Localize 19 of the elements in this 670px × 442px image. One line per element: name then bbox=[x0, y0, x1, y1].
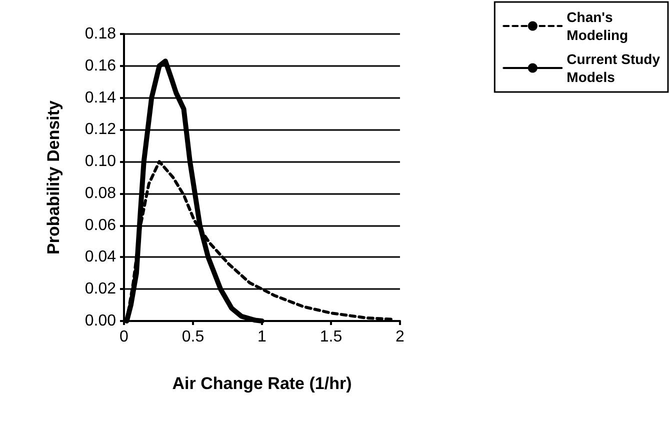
y-tick-label: 0.06 bbox=[84, 216, 116, 234]
y-tick-label: 0.16 bbox=[84, 57, 116, 74]
x-tick-label: 1.5 bbox=[320, 328, 342, 346]
y-tick-label: 0.18 bbox=[84, 26, 116, 42]
legend-label: Current Study Models bbox=[566, 51, 660, 85]
y-tick-label: 0.10 bbox=[84, 153, 116, 170]
y-tick-label: 0.04 bbox=[84, 248, 116, 266]
y-tick-label: 0.14 bbox=[84, 89, 116, 106]
x-tick-label: 2 bbox=[396, 328, 405, 346]
y-tick-label: 0.00 bbox=[84, 312, 116, 330]
y-tick-label: 0.12 bbox=[84, 121, 116, 138]
x-tick-label: 1 bbox=[258, 328, 267, 346]
x-tick-label: 0.5 bbox=[182, 328, 204, 346]
y-axis-title: Probability Density bbox=[44, 100, 63, 254]
y-tick-label: 0.02 bbox=[84, 280, 116, 298]
legend-label: Chan's Modeling bbox=[566, 9, 628, 43]
x-tick-label: 0 bbox=[120, 328, 129, 346]
y-tick-label: 0.08 bbox=[84, 184, 116, 202]
x-axis-title: Air Change Rate (1/hr) bbox=[172, 374, 352, 393]
